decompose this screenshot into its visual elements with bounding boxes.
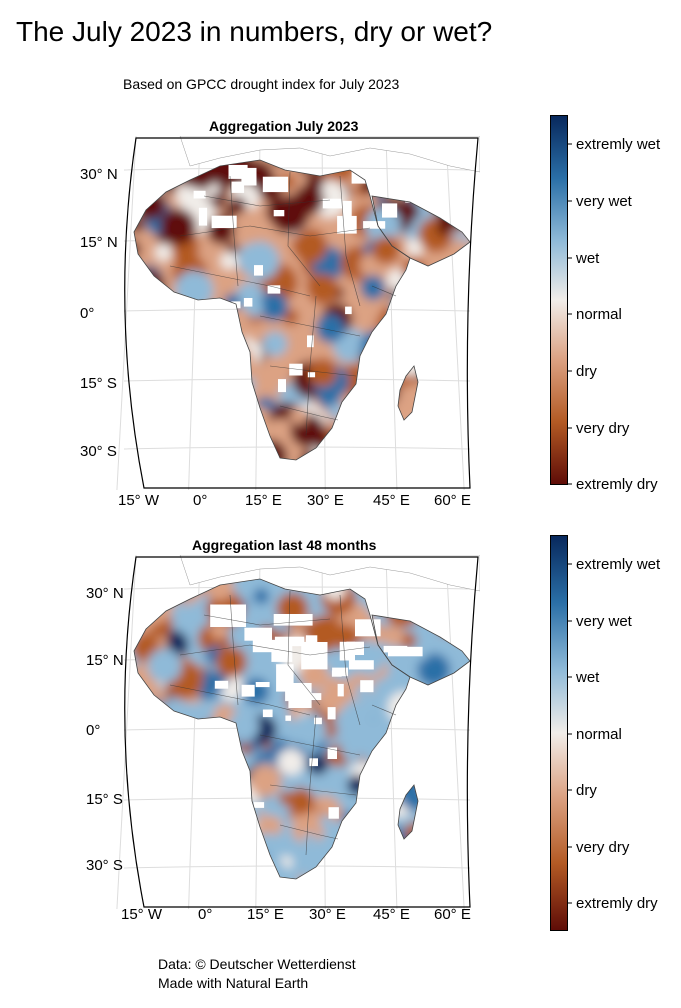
colorbar-2-label-very-wet: very wet (576, 613, 632, 630)
drought-index-field (134, 160, 470, 460)
lat-tick-30s: 30° S (80, 443, 117, 460)
panel-1-title: Aggregation July 2023 (209, 118, 359, 134)
drought-index-field (134, 579, 470, 879)
lat-tick-30s-2: 30° S (86, 857, 123, 874)
page-subtitle: Based on GPCC drought index for July 202… (123, 76, 400, 92)
colorbar-2-label-extremly-wet: extremly wet (576, 556, 661, 573)
lon-tick-0-2: 0° (198, 906, 213, 923)
lon-tick-15w-2: 15° W (121, 906, 163, 923)
map-panel-july-2023 (116, 136, 480, 490)
colorbar-2 (550, 535, 568, 931)
lon-tick-15e-2: 15° E (247, 906, 284, 923)
lat-tick-15s-2: 15° S (86, 791, 123, 808)
colorbar-1-label-extremly-dry: extremly dry (576, 476, 658, 493)
colorbar-1-label-normal: normal (576, 306, 622, 323)
colorbar-1-label-wet: wet (576, 250, 600, 267)
lat-tick-15n: 15° N (80, 234, 118, 251)
colorbar-2-ticks (567, 563, 572, 904)
lon-tick-15e: 15° E (245, 492, 282, 509)
map-frame (124, 556, 479, 908)
colorbar-2-label-dry: dry (576, 782, 597, 799)
colorbar-1-ticks (567, 143, 572, 485)
lat-tick-15s: 15° S (80, 375, 117, 392)
lon-tick-30e-2: 30° E (309, 906, 346, 923)
colorbar-1 (550, 115, 568, 485)
map-frame (124, 137, 479, 489)
map-panel-48-months (116, 555, 480, 909)
colorbar-1-label-extremly-wet: extremly wet (576, 136, 661, 153)
colorbar-2-label-extremly-dry: extremly dry (576, 895, 658, 912)
country-borders (169, 590, 397, 856)
colorbar-2-label-very-dry: very dry (576, 839, 630, 856)
lon-tick-60e-2: 60° E (434, 906, 471, 923)
credit-natural-earth: Made with Natural Earth (158, 975, 309, 991)
page-title: The July 2023 in numbers, dry or wet? (16, 16, 493, 47)
lon-tick-45e: 45° E (373, 492, 410, 509)
lon-tick-15w: 15° W (118, 492, 160, 509)
lon-tick-45e-2: 45° E (373, 906, 410, 923)
colorbar-1-label-very-wet: very wet (576, 193, 632, 210)
colorbar-1-label-dry: dry (576, 363, 597, 380)
lon-tick-0: 0° (193, 492, 208, 509)
panel-2-title: Aggregation last 48 months (192, 537, 377, 553)
colorbar-1-label-very-dry: very dry (576, 420, 630, 437)
lon-tick-60e: 60° E (434, 492, 471, 509)
lat-tick-30n: 30° N (80, 166, 118, 183)
colorbar-2-label-normal: normal (576, 726, 622, 743)
credit-data: Data: © Deutscher Wetterdienst (158, 956, 356, 972)
country-borders (169, 171, 397, 437)
colorbar-2-label-wet: wet (576, 669, 600, 686)
lat-tick-0: 0° (80, 305, 95, 322)
lat-tick-0-2: 0° (86, 722, 101, 739)
lon-tick-30e: 30° E (307, 492, 344, 509)
lat-tick-15n-2: 15° N (86, 652, 124, 669)
lat-tick-30n-2: 30° N (86, 585, 124, 602)
